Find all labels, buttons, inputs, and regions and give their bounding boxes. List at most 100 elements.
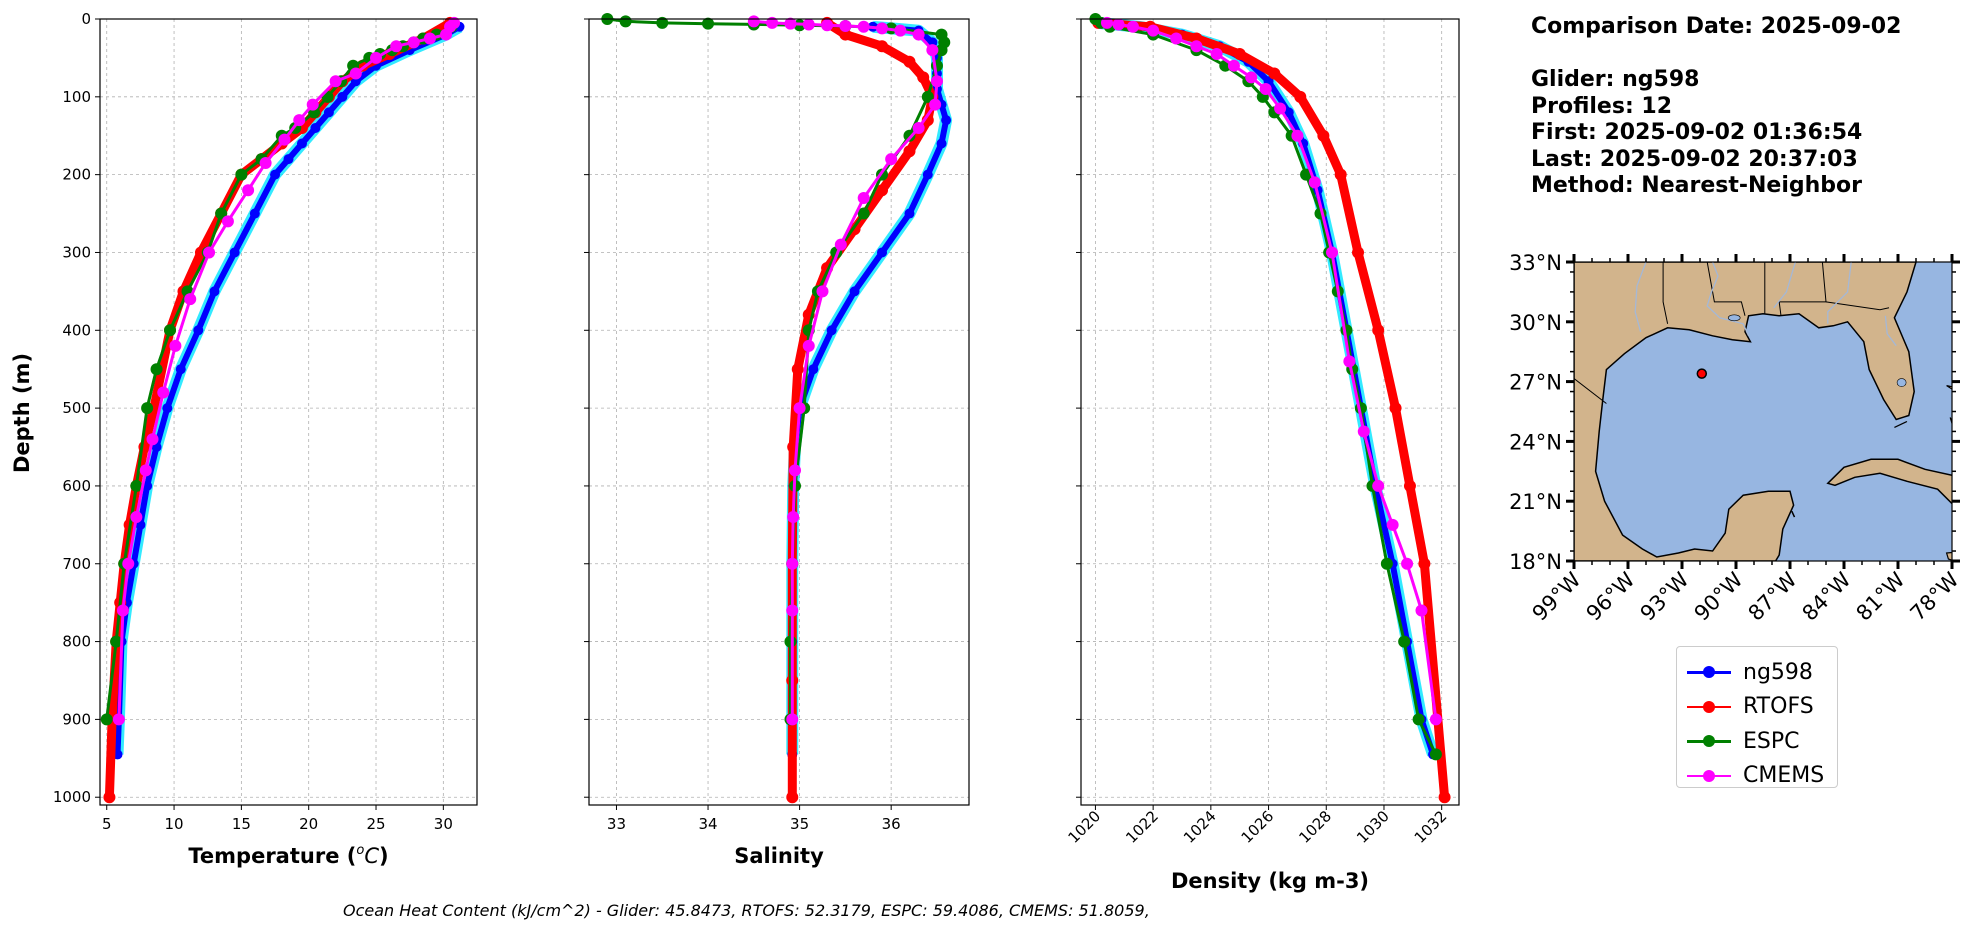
data-point <box>259 156 272 169</box>
series-line <box>1093 17 1438 756</box>
data-point <box>1100 16 1113 29</box>
data-point <box>337 91 348 102</box>
data-point <box>209 286 220 297</box>
data-point <box>784 635 797 648</box>
data-point <box>912 28 925 41</box>
data-point <box>791 363 804 376</box>
data-point <box>1147 24 1160 37</box>
y-tick-label: 300 <box>62 243 91 261</box>
data-point <box>816 285 829 298</box>
data-point <box>1352 246 1365 259</box>
data-point <box>802 18 815 31</box>
y-tick-label: 400 <box>62 321 91 339</box>
data-point <box>296 138 307 149</box>
y-tick-label: 1000 <box>53 788 91 806</box>
plot-frame <box>588 18 970 806</box>
y-axis-label: Depth (m) <box>10 353 34 473</box>
data-point <box>270 169 281 180</box>
data-point <box>323 107 334 118</box>
legend: ng598 RTOFS ESPC CMEMS <box>1676 646 1838 788</box>
data-point <box>826 325 837 336</box>
data-point <box>766 16 779 29</box>
data-point <box>1291 129 1304 142</box>
data-point <box>100 713 113 726</box>
last-time: Last: 2025-09-02 20:37:03 <box>1531 146 1858 172</box>
legend-item-ng598: ng598 <box>1687 655 1837 690</box>
x-tick-label: 36 <box>882 815 901 833</box>
x-tick-label: 1020 <box>1065 807 1105 847</box>
x-tick-label: 1022 <box>1122 807 1162 847</box>
legend-item-cmems: CMEMS <box>1687 759 1837 794</box>
chart-panel-3: 1020 1022 1024 1026 1028 1030 1032 Density (kg … <box>1065 13 1460 893</box>
lon-label: 84°W <box>1798 567 1856 625</box>
legend-label: ng598 <box>1743 659 1813 685</box>
data-point <box>789 464 802 477</box>
florida-keys <box>1894 420 1908 428</box>
chart-panel-2: 33 34 35 36 Salinity <box>584 13 970 868</box>
y-tick-label: 900 <box>62 710 91 728</box>
data-point <box>130 511 143 524</box>
data-point <box>917 71 930 84</box>
cozumel <box>1791 510 1796 518</box>
data-point <box>122 557 135 570</box>
data-point <box>802 339 815 352</box>
x-axis-label: Density (kg m-3) <box>1171 869 1369 893</box>
data-point <box>656 16 669 29</box>
data-point <box>877 247 888 258</box>
data-point <box>1274 102 1287 115</box>
data-point <box>1386 518 1399 531</box>
data-point <box>1380 557 1393 570</box>
data-point <box>885 153 898 166</box>
data-point <box>1112 18 1125 31</box>
data-point <box>1412 713 1425 726</box>
lat-label: 27°N <box>1509 371 1562 395</box>
data-point <box>1170 32 1183 45</box>
data-point <box>849 286 860 297</box>
data-point <box>747 15 760 28</box>
series-cmems <box>112 16 461 726</box>
series-line <box>605 17 946 721</box>
land-cuba <box>1826 458 1952 505</box>
first-time: First: 2025-09-02 01:36:54 <box>1531 120 1863 145</box>
lake-pontchartrain <box>1727 314 1741 322</box>
river-3 <box>1773 262 1797 309</box>
data-point <box>139 464 152 477</box>
data-point <box>390 40 403 53</box>
data-point <box>110 635 123 648</box>
data-point <box>184 293 197 306</box>
lat-label: 30°N <box>1509 311 1562 335</box>
lon-label: 87°W <box>1744 567 1802 625</box>
data-point <box>440 28 453 41</box>
series-ng598 <box>1093 16 1439 760</box>
data-point <box>278 133 291 146</box>
data-point <box>876 184 889 197</box>
x-tick-label: 20 <box>299 815 318 833</box>
data-point <box>1326 246 1339 259</box>
data-point <box>116 604 129 617</box>
data-point <box>249 208 260 219</box>
data-point <box>941 115 952 126</box>
data-point <box>407 36 420 49</box>
y-tick-label: 0 <box>81 10 91 28</box>
data-point <box>839 20 852 33</box>
lon-label: 90°W <box>1690 567 1748 625</box>
method: Method: Nearest-Neighbor <box>1531 173 1862 198</box>
data-point <box>808 364 819 375</box>
data-point <box>146 433 159 446</box>
series-espc <box>601 13 951 726</box>
lon-label: 78°W <box>1906 567 1964 625</box>
land-bahamas-2 <box>1956 443 1978 453</box>
data-point <box>157 386 170 399</box>
x-tick-label: 1028 <box>1295 807 1335 847</box>
data-point <box>1418 557 1431 570</box>
data-point <box>929 98 942 111</box>
data-point <box>130 479 143 492</box>
data-point <box>1268 67 1281 80</box>
chart-panel-1: 0 100 200 300 400 500 600 700 800 900 1000 5 10 15 20 2… <box>10 10 478 868</box>
series-cmems <box>1100 16 1442 726</box>
lat-label: 18°N <box>1509 550 1562 574</box>
data-point <box>1389 402 1402 415</box>
data-point <box>1429 713 1442 726</box>
data-point <box>1438 791 1451 804</box>
